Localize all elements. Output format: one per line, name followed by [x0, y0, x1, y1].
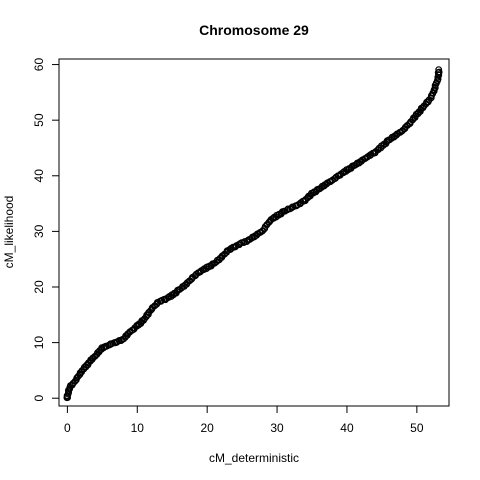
- y-axis: 0 10 20 30 40 50 60: [32, 58, 60, 402]
- plot-frame: [58, 58, 450, 407]
- y-tick-label: 0: [32, 395, 46, 402]
- x-tick-label: 20: [200, 421, 214, 435]
- x-tick-label: 40: [340, 421, 354, 435]
- x-tick-label: 50: [410, 421, 424, 435]
- y-axis-label: cM_likelihood: [2, 196, 16, 269]
- x-tick-label: 10: [131, 421, 145, 435]
- x-tick-label: 0: [64, 421, 71, 435]
- data-point: [141, 315, 149, 322]
- data-point: [124, 330, 132, 338]
- y-tick-label: 20: [32, 280, 46, 294]
- data-point: [74, 372, 82, 380]
- y-tick-label: 40: [32, 169, 46, 183]
- y-tick-label: 60: [32, 58, 46, 72]
- y-tick-label: 50: [32, 113, 46, 127]
- x-tick-label: 30: [270, 421, 284, 435]
- data-points: [63, 66, 443, 402]
- y-tick-label: 10: [32, 336, 46, 350]
- y-tick-label: 30: [32, 224, 46, 238]
- chart-title: Chromosome 29: [199, 22, 309, 38]
- x-axis: 0 10 20 30 40 50: [64, 405, 424, 435]
- x-axis-label: cM_deterministic: [209, 451, 299, 465]
- data-point: [435, 66, 443, 73]
